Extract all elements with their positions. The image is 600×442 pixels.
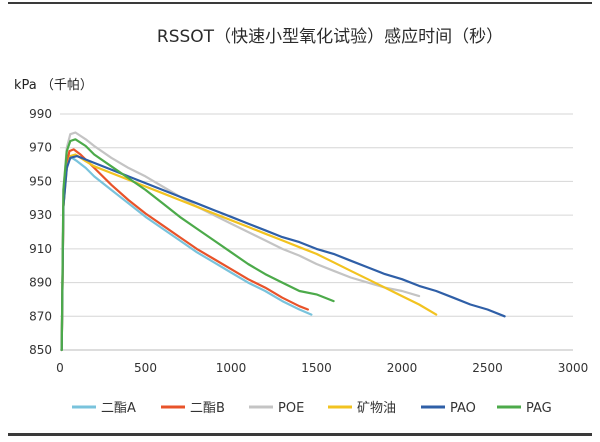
legend-label: PAG [526, 401, 552, 416]
y-tick-label: 950 [29, 174, 52, 188]
y-tick-label: 930 [29, 208, 52, 222]
legend-label: 二酯B [190, 401, 225, 416]
x-tick-label: 2500 [472, 361, 503, 375]
series-lines [60, 131, 506, 352]
series-line [60, 138, 335, 352]
grid [60, 113, 573, 351]
legend-label: PAO [450, 401, 476, 416]
legend-label: 矿物油 [357, 401, 396, 416]
series-line [60, 131, 421, 352]
bottom-rule [8, 433, 592, 436]
y-tick-label: 850 [29, 343, 52, 357]
legend-label: POE [278, 401, 304, 416]
x-tick-label: 1000 [216, 361, 247, 375]
x-tick-label: 0 [56, 361, 64, 375]
x-tick-label: 2000 [387, 361, 418, 375]
series-line [60, 153, 438, 352]
series-line [60, 148, 309, 352]
x-tick-label: 3000 [558, 361, 589, 375]
y-tick-label: 990 [29, 107, 52, 121]
top-rule [8, 2, 592, 4]
x-tick-label: 1500 [301, 361, 332, 375]
y-tick-label: 870 [29, 309, 52, 323]
y-tick-label: 970 [29, 141, 52, 155]
chart-title: RSSOT（快速小型氧化试验）感应时间（秒） [156, 27, 504, 47]
series-line [60, 155, 506, 352]
legend-label: 二酯A [101, 401, 136, 416]
series-line [60, 156, 313, 352]
axes: 850 870 890 910 930 950 970 990 0 500 1000 1500 2000… [29, 107, 588, 375]
y-axis-label: kPa （千帕） [14, 78, 93, 93]
y-tick-label: 890 [29, 276, 52, 290]
legend: 二酯A 二酯B POE 矿物油 PAO PAG [72, 401, 552, 416]
x-tick-label: 500 [134, 361, 157, 375]
y-tick-label: 910 [29, 242, 52, 256]
